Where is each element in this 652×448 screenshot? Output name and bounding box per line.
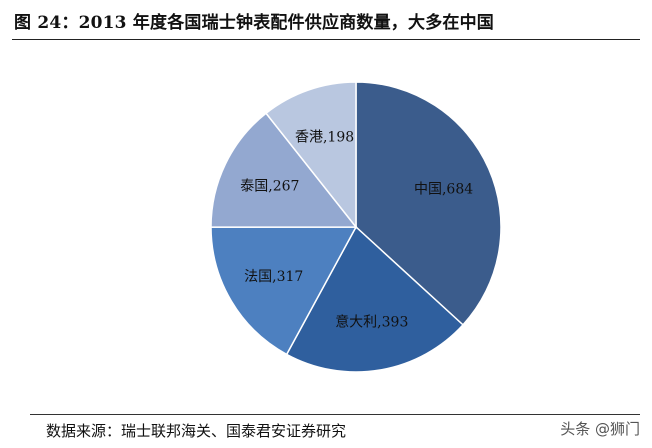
pie-label-0: 中国,684 xyxy=(414,181,473,197)
pie-slice-0 xyxy=(355,81,502,326)
source-note: 数据来源：瑞士联邦海关、国泰君安证券研究 xyxy=(46,422,347,440)
pie-chart: 中国,684 意大利,393 法国,317 泰国,267 香港,198 xyxy=(210,81,502,373)
figure-title: 图 24：2013 年度各国瑞士钟表配件供应商数量，大多在中国 xyxy=(14,13,495,33)
source-divider xyxy=(30,414,640,415)
pie-label-2: 法国,317 xyxy=(244,269,303,285)
pie-slice-4 xyxy=(264,81,357,230)
pie-slice-3 xyxy=(210,112,358,228)
pie-label-1: 意大利,393 xyxy=(335,313,408,330)
watermark: 头条 @狮门 xyxy=(560,420,640,438)
pie-slice-1 xyxy=(285,225,465,373)
pie-label-3: 泰国,267 xyxy=(240,178,299,194)
pie-slices xyxy=(210,81,502,373)
pie-slice-2 xyxy=(210,226,358,356)
pie-label-4: 香港,198 xyxy=(295,130,354,146)
title-divider xyxy=(12,39,640,40)
pie-labels: 中国,684 意大利,393 法国,317 泰国,267 香港,198 xyxy=(240,130,473,331)
